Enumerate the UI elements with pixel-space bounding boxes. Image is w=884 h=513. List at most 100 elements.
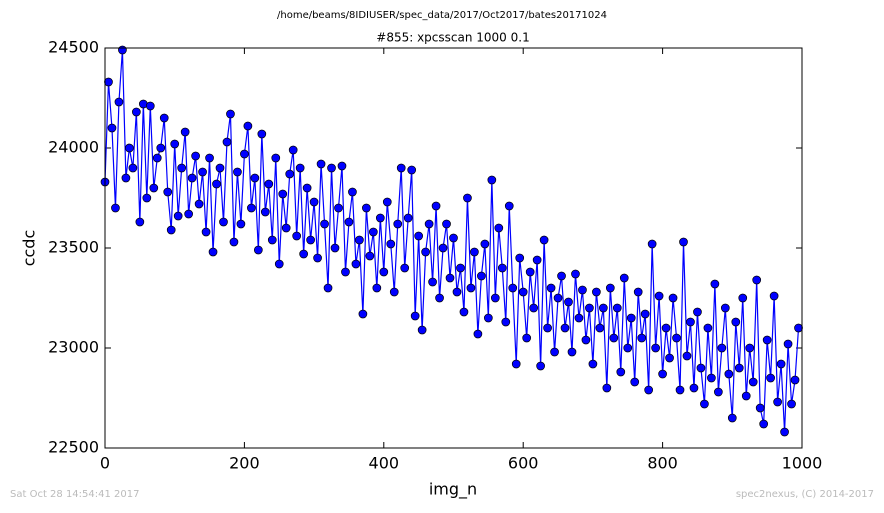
data-point: [368, 227, 378, 237]
data-point: [693, 307, 702, 317]
data-point: [546, 283, 556, 293]
data-point: [128, 163, 138, 173]
x-tick-label: 1000: [782, 454, 823, 473]
data-point: [658, 369, 667, 379]
data-point: [264, 179, 274, 189]
data-point: [337, 161, 347, 171]
suptitle: /home/beams/8IDIUSER/spec_data/2017/Oct2…: [277, 10, 607, 21]
data-point: [435, 293, 444, 303]
data-point: [212, 179, 221, 189]
data-point: [222, 137, 232, 147]
data-point: [327, 163, 336, 173]
data-point: [431, 201, 441, 211]
data-point: [752, 275, 762, 285]
data-point: [748, 377, 758, 387]
y-tick-label: 23500: [48, 238, 99, 257]
data-point: [191, 151, 200, 161]
data-point: [135, 217, 145, 227]
data-point: [769, 291, 779, 301]
data-point: [142, 193, 152, 203]
data-point: [762, 335, 772, 345]
data-point: [599, 303, 608, 313]
data-point: [616, 367, 626, 377]
data-point: [299, 249, 308, 259]
data-point: [194, 199, 204, 209]
data-point: [334, 203, 343, 213]
data-point: [644, 385, 654, 395]
data-point: [553, 293, 563, 303]
data-point: [323, 283, 333, 293]
data-point: [365, 251, 375, 261]
data-point: [125, 143, 134, 153]
data-point: [466, 283, 476, 293]
data-point: [487, 175, 497, 185]
data-point: [588, 359, 598, 369]
data-point: [107, 123, 117, 133]
x-tick-label: 0: [100, 454, 110, 473]
data-point: [288, 145, 298, 155]
data-point: [145, 101, 155, 111]
data-point: [372, 283, 382, 293]
data-point: [243, 121, 253, 131]
data-point: [522, 333, 532, 343]
data-point: [731, 317, 741, 327]
data-line: [104, 49, 800, 433]
data-point: [571, 269, 580, 279]
data-point: [630, 377, 640, 387]
data-point: [382, 197, 392, 207]
data-point: [780, 427, 789, 437]
data-point: [539, 235, 549, 245]
data-point: [163, 187, 173, 197]
data-point: [623, 343, 633, 353]
data-point: [166, 225, 176, 235]
data-point: [274, 259, 284, 269]
data-point: [700, 399, 709, 409]
data-point: [511, 359, 521, 369]
data-point: [727, 413, 737, 423]
data-point: [745, 343, 755, 353]
data-point: [452, 287, 462, 297]
data-point: [362, 203, 371, 213]
data-point: [696, 363, 706, 373]
data-point: [720, 303, 730, 313]
data-point: [574, 313, 584, 323]
data-point: [355, 235, 364, 245]
data-point: [316, 159, 326, 169]
data-point: [529, 303, 539, 313]
data-point: [320, 219, 329, 229]
plot-frame: [104, 47, 803, 449]
data-point: [170, 139, 180, 149]
chart-title: #855: xpcsscan 1000 0.1: [376, 31, 529, 45]
data-point: [633, 287, 643, 297]
data-point: [536, 361, 545, 371]
data-point: [351, 259, 361, 269]
data-point: [707, 373, 716, 383]
data-point: [187, 173, 197, 183]
data-point: [152, 153, 162, 163]
data-point: [229, 237, 239, 247]
data-point: [665, 353, 674, 363]
data-point: [504, 201, 514, 211]
data-point: [686, 317, 695, 327]
data-point: [236, 219, 246, 229]
data-point: [121, 173, 131, 183]
data-point: [672, 333, 681, 343]
data-point: [421, 247, 430, 257]
data-point: [766, 373, 775, 383]
data-point: [755, 403, 765, 413]
data-point: [490, 293, 500, 303]
footer-left: Sat Oct 28 14:54:41 2017: [10, 489, 140, 500]
data-point: [250, 173, 260, 183]
data-point: [358, 309, 368, 319]
data-point: [550, 347, 559, 357]
data-point: [375, 213, 385, 223]
y-tick-label: 23000: [48, 338, 99, 357]
data-point: [612, 303, 622, 313]
x-tick-label: 400: [369, 454, 400, 473]
data-point: [473, 329, 483, 339]
data-point: [637, 333, 647, 343]
data-point: [497, 263, 507, 273]
data-point: [532, 255, 542, 265]
data-point: [233, 167, 242, 177]
